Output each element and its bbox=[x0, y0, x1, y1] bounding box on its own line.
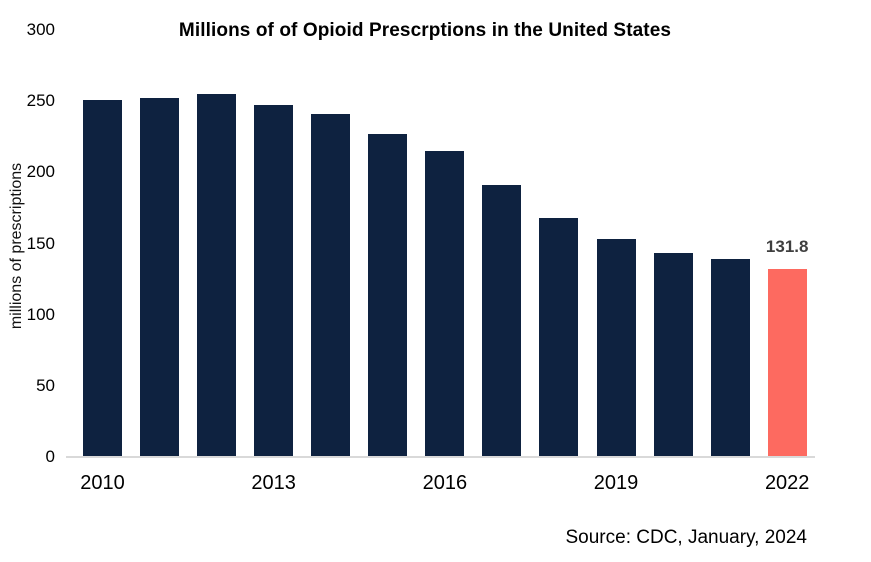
bar-2018 bbox=[539, 217, 579, 457]
x-tick-2013: 2013 bbox=[251, 472, 296, 494]
source-note: Source: CDC, January, 2024 bbox=[565, 527, 808, 548]
chart-title: Millions of of Opioid Prescrptions in th… bbox=[178, 20, 672, 41]
bar-2013 bbox=[254, 105, 294, 457]
y-tick-100: 100 bbox=[26, 304, 55, 324]
x-tick-2022: 2022 bbox=[764, 472, 810, 494]
bar-2021 bbox=[710, 259, 750, 457]
x-tick-2016: 2016 bbox=[422, 472, 468, 494]
x-tick-2019: 2019 bbox=[593, 472, 639, 494]
x-axis-line bbox=[66, 456, 815, 458]
bar-2022 bbox=[767, 269, 807, 457]
bar-2010 bbox=[83, 99, 122, 457]
bar-2015 bbox=[368, 133, 408, 457]
y-tick-0: 0 bbox=[45, 447, 55, 466]
bar-2016 bbox=[425, 151, 465, 457]
y-tick-250: 250 bbox=[26, 91, 55, 111]
bar-2020 bbox=[653, 253, 693, 457]
bar-2012 bbox=[197, 94, 237, 457]
bar-2019 bbox=[596, 239, 636, 457]
y-tick-50: 50 bbox=[36, 375, 55, 395]
bar-2014 bbox=[311, 114, 351, 457]
y-tick-150: 150 bbox=[26, 233, 55, 253]
y-tick-300: 300 bbox=[26, 20, 55, 39]
y-tick-200: 200 bbox=[26, 162, 55, 182]
bar-2011 bbox=[140, 98, 180, 457]
bar-2017 bbox=[482, 185, 522, 457]
bar-value-annotation: 131.8 bbox=[765, 237, 809, 257]
x-tick-2010: 2010 bbox=[80, 472, 125, 494]
